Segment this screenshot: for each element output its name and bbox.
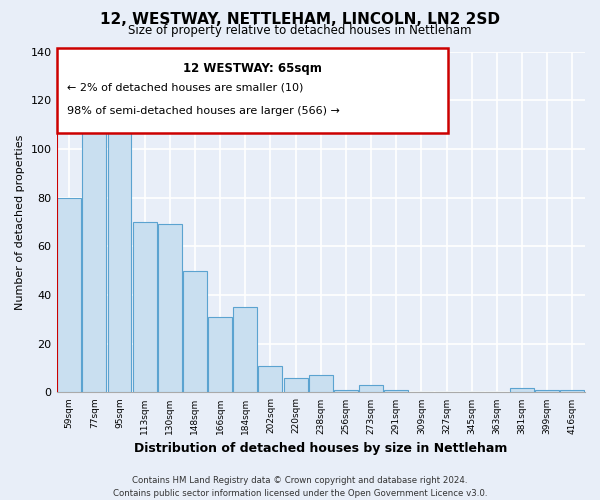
Bar <box>510 388 534 392</box>
Bar <box>133 222 157 392</box>
Bar <box>309 376 333 392</box>
Bar <box>359 385 383 392</box>
Bar <box>158 224 182 392</box>
Text: Contains HM Land Registry data © Crown copyright and database right 2024.
Contai: Contains HM Land Registry data © Crown c… <box>113 476 487 498</box>
Bar <box>334 390 358 392</box>
Bar <box>385 390 408 392</box>
Text: ← 2% of detached houses are smaller (10): ← 2% of detached houses are smaller (10) <box>67 82 304 92</box>
Bar <box>82 122 106 392</box>
Bar <box>233 307 257 392</box>
Bar <box>284 378 308 392</box>
Bar <box>183 270 207 392</box>
Bar <box>208 317 232 392</box>
Bar <box>107 132 131 392</box>
FancyBboxPatch shape <box>56 48 448 134</box>
Text: 12 WESTWAY: 65sqm: 12 WESTWAY: 65sqm <box>182 62 322 74</box>
X-axis label: Distribution of detached houses by size in Nettleham: Distribution of detached houses by size … <box>134 442 508 455</box>
Text: Size of property relative to detached houses in Nettleham: Size of property relative to detached ho… <box>128 24 472 37</box>
Text: 12, WESTWAY, NETTLEHAM, LINCOLN, LN2 2SD: 12, WESTWAY, NETTLEHAM, LINCOLN, LN2 2SD <box>100 12 500 28</box>
Y-axis label: Number of detached properties: Number of detached properties <box>15 134 25 310</box>
Text: 98% of semi-detached houses are larger (566) →: 98% of semi-detached houses are larger (… <box>67 106 340 116</box>
Bar <box>57 198 81 392</box>
Bar <box>560 390 584 392</box>
Bar <box>535 390 559 392</box>
Bar <box>259 366 283 392</box>
